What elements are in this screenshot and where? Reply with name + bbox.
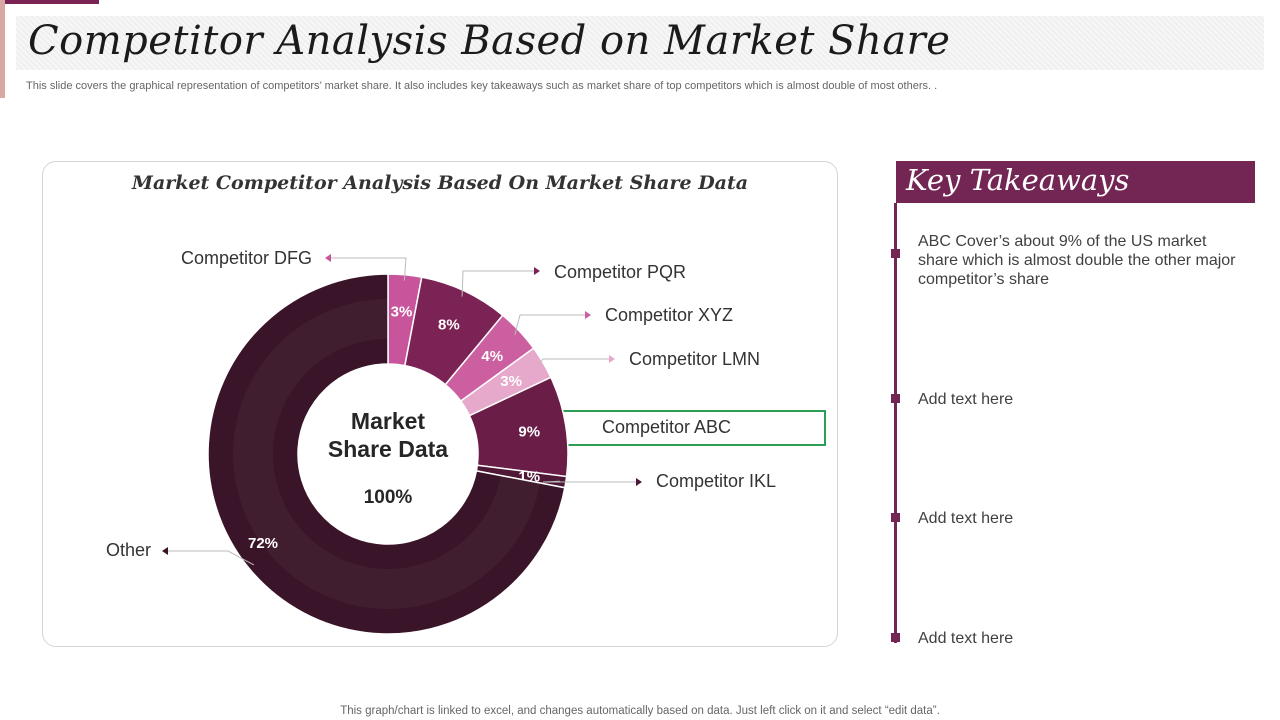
leader-arrow-competitor-xyz	[585, 311, 591, 319]
value-label-competitor-xyz: 4%	[481, 348, 503, 365]
leader-arrow-other	[162, 547, 168, 555]
center-label-line-1: Market	[351, 408, 425, 434]
takeaway-text-2: Add text here	[918, 391, 1014, 408]
value-label-competitor-pqr: 8%	[438, 317, 460, 334]
value-label-competitor-abc: 9%	[518, 424, 540, 441]
takeaway-text-3: Add text here	[918, 510, 1014, 527]
takeaway-text-1: ABC Cover’s about 9% of the US market sh…	[918, 233, 1236, 288]
leader-line-competitor-dfg	[331, 257, 407, 281]
title-band	[16, 16, 1264, 70]
key-takeaways-title: Key Takeaways	[906, 163, 1130, 197]
leader-line-competitor-xyz	[514, 314, 585, 336]
chart-title: Market Competitor Analysis Based On Mark…	[131, 172, 749, 194]
donut-center	[298, 364, 478, 544]
callout-label-competitor-abc: Competitor ABC	[602, 417, 731, 437]
leader-arrow-competitor-ikl	[636, 478, 642, 486]
footer-note: This graph/chart is linked to excel, and…	[340, 705, 940, 717]
leader-line-competitor-pqr	[461, 270, 534, 297]
key-takeaways-header: Key Takeaways	[896, 161, 1255, 203]
takeaway-marker-2	[891, 394, 900, 403]
takeaway-text-4: Add text here	[918, 630, 1014, 647]
center-value: 100%	[364, 487, 413, 508]
leader-arrow-competitor-dfg	[325, 254, 331, 262]
callout-label-competitor-xyz: Competitor XYZ	[605, 305, 733, 325]
takeaways-timeline	[894, 203, 897, 643]
donut-chart[interactable]: 3% Competitor DFG 8% Competitor PQR 4% Compet…	[43, 162, 837, 646]
leader-arrow-competitor-pqr	[534, 267, 540, 275]
takeaway-marker-4	[891, 633, 900, 642]
leader-line-other	[168, 550, 255, 566]
top-accent-bar	[0, 0, 99, 4]
side-accent-bar	[0, 0, 5, 98]
chart-card[interactable]: Market Competitor Analysis Based On Mark…	[42, 161, 838, 647]
callout-label-competitor-lmn: Competitor LMN	[629, 349, 760, 369]
leader-line-competitor-ikl	[542, 480, 636, 483]
slice-shade-other	[233, 299, 541, 609]
leader-line-competitor-lmn	[537, 358, 609, 366]
value-label-competitor-dfg: 3%	[391, 304, 413, 321]
page-subtitle: This slide covers the graphical represen…	[26, 80, 938, 92]
value-label-other: 72%	[248, 535, 278, 552]
callout-label-competitor-ikl: Competitor IKL	[656, 471, 776, 491]
takeaway-marker-3	[891, 513, 900, 522]
page-title: Competitor Analysis Based on Market Shar…	[28, 18, 951, 64]
leader-arrow-competitor-lmn	[609, 355, 615, 363]
callout-label-competitor-pqr: Competitor PQR	[554, 262, 686, 282]
value-label-competitor-lmn: 3%	[500, 373, 522, 390]
center-label-line-2: Share Data	[328, 436, 448, 462]
callout-label-competitor-dfg: Competitor DFG	[181, 248, 312, 268]
callout-label-other: Other	[106, 540, 151, 560]
takeaway-marker-1	[891, 249, 900, 258]
